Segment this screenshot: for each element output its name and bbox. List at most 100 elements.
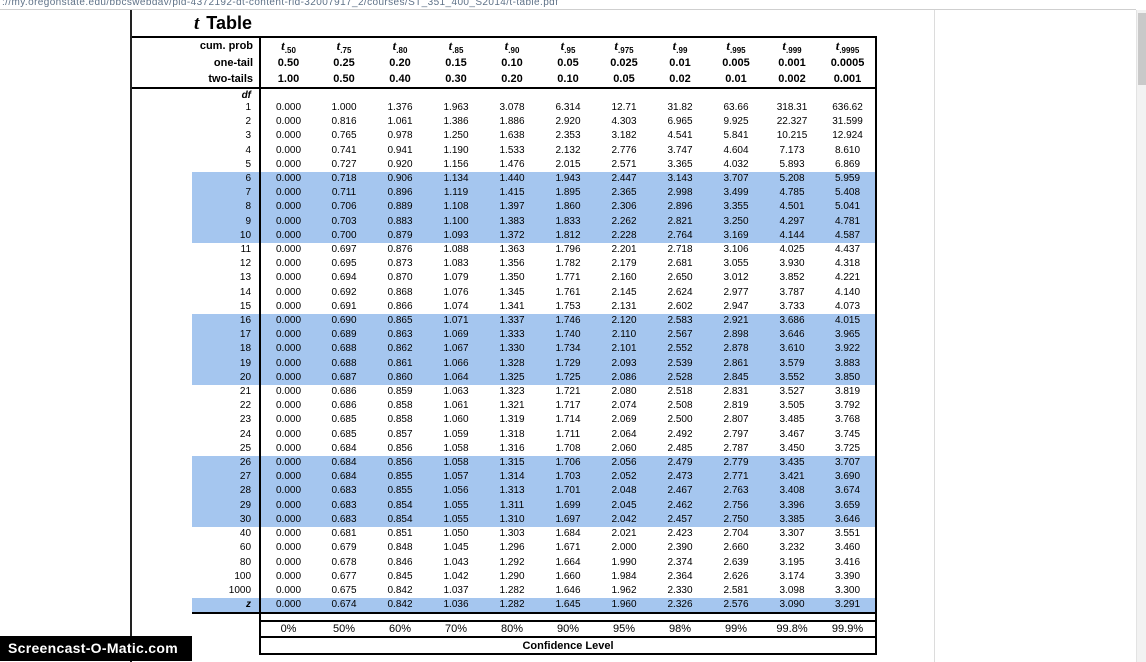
t-value: 2.052 [596,470,653,485]
t-value: 3.659 [820,498,878,513]
t-value: 2.807 [723,414,749,426]
t-value: 1.318 [499,428,525,440]
t-value: 2.048 [596,484,653,499]
table-row: 60 0.000 0.679 0.848 1.045 1.296 1.671 2.000 2.3… [132,541,878,556]
t-col-header: t.50 [259,36,317,54]
two-tails-value: 0.20 [484,71,541,89]
one-tail-value: 0.005 [722,56,750,69]
table-row: 6 0.000 0.718 0.906 1.134 1.440 1.943 2.447 3.14… [132,172,878,187]
t-value: 1.638 [499,130,525,142]
t-value: 0.862 [372,342,429,357]
t-value: 12.924 [820,129,878,144]
cum-prob-label: cum. prob [132,36,261,54]
t-col-header: t.975 [596,36,653,54]
t-value: 1.796 [555,244,581,256]
t-value: 4.140 [820,285,878,300]
two-tails-value: 0.30 [428,71,485,89]
spacer-cell [132,314,192,328]
confidence-level-label: Confidence Level [259,636,878,656]
spacer-cell [132,598,192,613]
t-value: 2.896 [652,200,709,215]
t-value: 1.282 [499,584,525,596]
t-value: 3.169 [708,228,765,244]
t-value: 2.947 [723,300,749,312]
t-value: 3.922 [820,342,878,357]
table-row: 25 0.000 0.684 0.856 1.058 1.316 1.708 2.060 2.4… [132,441,878,457]
t-value: 1.079 [443,272,469,284]
t-value: 2.779 [708,456,765,471]
t-value: 1.708 [555,442,581,454]
t-value: 1.386 [443,116,469,128]
df-value: 16 [192,314,261,329]
table-row: 28 0.000 0.683 0.855 1.056 1.313 1.701 2.048 2.4… [132,484,878,499]
t-table: cum. prob t.50 t.75 t.80 t.85 t.90 t.95 t.975 t.… [132,36,878,656]
t-value: 1.042 [443,570,469,582]
t-value: 3.012 [723,272,749,284]
df-value: z [192,598,261,615]
t-value: 0.855 [372,470,429,485]
empty-cell [372,88,428,101]
df-value: 19 [192,356,261,371]
t-value: 2.201 [611,244,637,256]
t-value: 2.093 [596,356,653,371]
t-value: 3.768 [820,413,878,428]
t-value: 1.943 [540,172,597,187]
confidence-level-row: Confidence Level [132,636,878,656]
t-value: 1.296 [499,542,525,554]
t-value: 1.895 [540,186,597,201]
spacer-cell [132,158,192,172]
table-row: 80 0.000 0.678 0.846 1.043 1.292 1.664 1.990 2.3… [132,555,878,570]
t-value: 1.706 [540,456,597,471]
spacer-cell [132,328,192,342]
t-value: 2.086 [596,370,653,386]
t-value: 4.501 [764,200,821,215]
scrollbar-thumb[interactable] [1138,13,1146,85]
t-value: 3.883 [820,356,878,371]
t-value: 2.704 [723,528,749,540]
t-value: 3.408 [764,484,821,499]
two-tails-value: 0.01 [708,71,765,89]
t-value: 1.476 [499,158,525,170]
t-value: 4.032 [723,158,749,170]
table-row: 3 0.000 0.765 0.978 1.250 1.638 2.353 3.182 4.54… [132,129,878,144]
t-value: 0.683 [316,498,373,513]
confidence-percent: 99.8% [764,620,821,638]
watermark: Screencast-O-Matic.com [0,636,192,661]
t-value: 3.174 [779,570,805,582]
df-value: 23 [239,414,252,426]
t-col-header: t.95 [540,36,597,54]
t-value: 0.854 [372,498,429,513]
spacer-cell [132,215,192,229]
browser-url-text: ://my.oregonstate.edu/bbcswebdav/pid-437… [2,0,559,8]
browser-address-bar[interactable]: ://my.oregonstate.edu/bbcswebdav/pid-437… [0,0,1136,10]
t-value: 1.319 [499,414,525,426]
t-value: 3.850 [820,370,878,386]
spacer-cell [132,541,192,555]
t-value: 3.450 [779,442,805,454]
vertical-scrollbar[interactable] [1136,10,1146,662]
t-value: 2.131 [611,300,637,312]
t-value: 1.711 [555,428,581,440]
table-row: 18 0.000 0.688 0.862 1.067 1.330 1.734 2.101 2.5… [132,342,878,357]
t-value: 0.000 [259,257,317,272]
table-row: 12 0.000 0.695 0.873 1.083 1.356 1.782 2.179 2.6… [132,257,878,272]
t-value: 0.685 [331,428,357,440]
t-value: 1.060 [443,414,469,426]
df-value: 40 [239,528,252,540]
t-value: 2.581 [723,584,749,596]
t-value: 2.179 [611,258,637,270]
confidence-percent: 98% [652,620,709,638]
t-value: 2.364 [667,570,693,582]
spacer-cell [132,172,192,186]
t-value: 4.541 [667,130,693,142]
t-value: 1.037 [443,584,469,596]
t-value: 3.365 [667,158,693,170]
t-value: 31.82 [667,102,693,113]
t-value: 0.857 [387,428,413,440]
t-value: 0.000 [259,214,317,229]
one-tail-value: 0.001 [778,56,806,69]
t-value: 3.098 [779,584,805,596]
t-value: 1.761 [555,286,581,298]
t-col-header: t.99 [652,36,709,54]
footer-gap-row [132,613,878,622]
